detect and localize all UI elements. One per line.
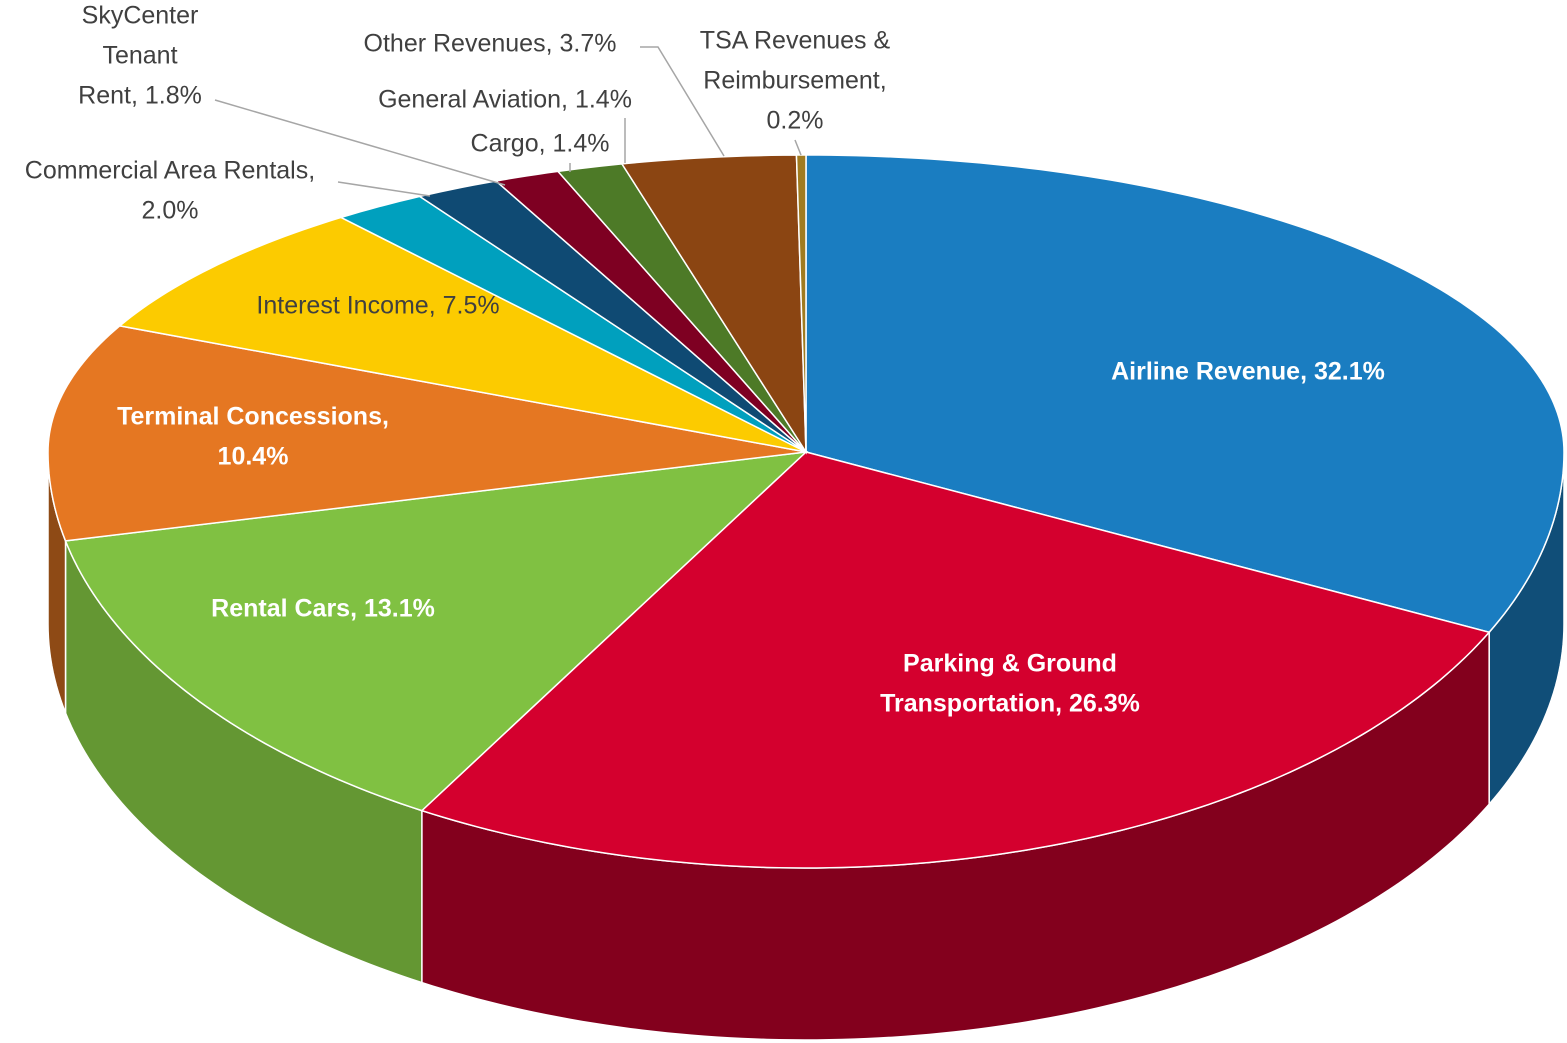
slice	[795, 154, 807, 453]
data-label: Other Revenues, 3.7%	[364, 30, 617, 58]
slice	[620, 154, 807, 455]
slice	[118, 216, 807, 453]
data-label: 10.4%	[218, 443, 289, 471]
leader-line	[337, 181, 431, 197]
data-label: Parking & Ground	[903, 650, 1117, 678]
data-label: 0.2%	[767, 107, 824, 135]
data-label: General Aviation, 1.4%	[378, 86, 632, 114]
data-label: Cargo, 1.4%	[471, 130, 610, 158]
data-label: TSA Revenues &	[700, 27, 891, 55]
data-label: Interest Income, 7.5%	[256, 292, 499, 320]
leader-line	[794, 139, 802, 156]
slice	[556, 163, 807, 453]
labels: Airline Revenue, 32.1% Parking & Ground Tr…	[25, 2, 1385, 718]
slice	[47, 325, 807, 542]
data-label: Commercial Area Rentals,	[25, 157, 315, 185]
data-label: Rental Cars, 13.1%	[211, 595, 435, 623]
slice	[339, 195, 807, 453]
slice	[64, 450, 809, 812]
data-label: Tenant	[102, 42, 177, 70]
data-label: 2.0%	[142, 197, 199, 225]
data-label: SkyCenter	[82, 2, 199, 30]
data-label: Terminal Concessions,	[117, 403, 389, 431]
leader-line	[640, 46, 725, 157]
data-label: Reimbursement,	[703, 67, 886, 95]
leader-line	[214, 99, 506, 186]
slice	[805, 154, 1565, 634]
data-label: Airline Revenue, 32.1%	[1111, 358, 1385, 386]
pie-sides	[47, 451, 1565, 1041]
slice	[420, 451, 1491, 869]
data-label: Rent, 1.8%	[78, 82, 202, 110]
slice	[494, 170, 807, 453]
data-label: Transportation, 26.3%	[880, 690, 1140, 718]
pie-tops	[47, 154, 1565, 869]
